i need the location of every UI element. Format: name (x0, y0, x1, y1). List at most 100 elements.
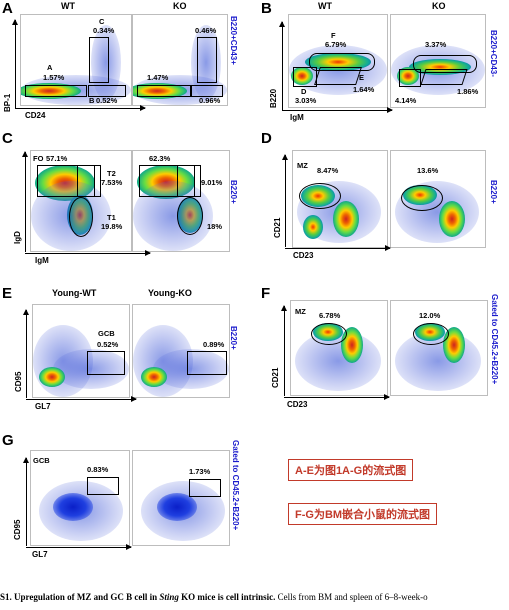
panel-e-letter: E (2, 285, 12, 302)
panel-a-wt-gate-c-label: C (99, 17, 104, 26)
panel-d-ko-plot: 13.6% (390, 150, 486, 248)
panel-b-y-axis-arrow (282, 22, 283, 110)
panel-f-xlabel: CD23 (287, 400, 307, 409)
panel-a-x-axis-arrow (15, 108, 145, 109)
panel-b-ko-f-value: 3.37% (425, 40, 446, 49)
panel-a-letter: A (2, 0, 13, 17)
note-f-g: F-G为BM嵌合小鼠的流式图 (288, 503, 437, 525)
panel-f-wt-gate-mz (311, 323, 347, 345)
panel-e-x-axis-arrow (26, 399, 136, 400)
panel-b-ko-gate-e (420, 69, 467, 85)
panel-a-ko-gate-a (137, 85, 191, 97)
panel-a-ko-a-value: 1.47% (147, 73, 168, 82)
panel-d-wt-gate-label: MZ (297, 161, 308, 170)
panel-f-x-axis-arrow (284, 397, 389, 398)
panel-g-ko-gcb-value: 1.73% (189, 467, 210, 476)
panel-e-wt-gate-label: GCB (98, 329, 115, 338)
panel-b-wt-d-value: 3.03% (295, 96, 316, 105)
panel-d-wt-gate-mz (299, 183, 341, 209)
panel-b-ylabel: B220 (269, 89, 278, 108)
panel-c-xlabel: IgM (35, 256, 49, 265)
panel-c-wt-gate-t1-label: T1 (107, 213, 116, 222)
panel-d-wt-plot: MZ 8.47% (292, 150, 388, 248)
panel-d-ko-mz-value: 13.6% (417, 166, 438, 175)
panel-e-y-axis-arrow (26, 310, 27, 398)
panel-c-wt-gate-fo-label: FO (33, 154, 43, 163)
panel-g-xlabel: GL7 (32, 550, 48, 559)
panel-b-wt-plot: F 6.79% D 3.03% E 1.64% (288, 14, 388, 108)
panel-f-wt-plot: MZ 6.78% (290, 300, 388, 396)
panel-c-letter: C (2, 130, 13, 147)
panel-a-ko-gate-c (197, 37, 217, 83)
panel-b-wt-f-value: 6.79% (325, 40, 346, 49)
panel-a-wt-gate-a (25, 85, 87, 97)
panel-b-ko-d-value: 4.14% (395, 96, 416, 105)
panel-d-xlabel: CD23 (293, 251, 313, 260)
panel-g-ko-gate-gcb (189, 479, 221, 497)
panel-f-ko-gate-mz (413, 323, 449, 345)
panel-a-xlabel: CD24 (25, 111, 45, 120)
panel-c-x-axis-arrow (25, 253, 150, 254)
panel-e-header-wt: Young-WT (52, 288, 96, 298)
panel-c-ko-t2-value: 9.01% (201, 178, 222, 187)
panel-g-wt-gcb-value: 0.83% (87, 465, 108, 474)
panel-c-wt-plot: FO 57.1% T2 7.53% T1 19.8% (30, 150, 132, 252)
panel-c-wt-t1-value: 19.8% (101, 222, 122, 231)
panel-b-wt-gate-d-label: D (301, 87, 306, 96)
panel-b-wt-gate-e-label: E (359, 73, 364, 82)
panel-a-ylabel: BP-1 (3, 94, 12, 112)
caption-italic: Sting (159, 592, 179, 602)
panel-b-ko-plot: 3.37% 4.14% 1.86% (390, 14, 486, 108)
panel-c-wt-fo-value: 57.1% (46, 154, 67, 163)
panel-f-ko-plot: 12.0% (390, 300, 488, 396)
panel-b-wt-gate-e (314, 67, 362, 85)
panel-d-y-axis-arrow (285, 155, 286, 247)
panel-b-side-label: B220+CD43- (489, 30, 498, 77)
caption-rest: Cells from BM and spleen of 6–8-week-o (275, 592, 427, 602)
panel-g-ylabel: CD95 (13, 520, 22, 540)
panel-b-wt-gate-f-label: F (331, 31, 336, 40)
panel-e-header-ko: Young-KO (148, 288, 192, 298)
panel-c-ylabel: IgD (13, 231, 22, 244)
panel-a-wt-gate-a-label: A (47, 63, 52, 72)
panel-c-ko-fo-value: 62.3% (149, 154, 170, 163)
caption-bold-prefix: S1. Upregulation of MZ and GC B cell in (0, 592, 159, 602)
panel-d-letter: D (261, 130, 272, 147)
panel-c-wt-gate-t1 (69, 197, 93, 237)
panel-c-wt-gate-t2-label: T2 (107, 169, 116, 178)
panel-c-side-label: B220+ (229, 180, 238, 204)
panel-a-wt-plot: A 1.57% B 0.52% C 0.34% (20, 14, 132, 106)
panel-b-letter: B (261, 0, 272, 17)
panel-f-letter: F (261, 285, 270, 302)
panel-a-header-wt: WT (61, 1, 75, 11)
panel-e-ylabel: CD95 (14, 372, 23, 392)
panel-e-side-label: B220+ (229, 326, 238, 350)
panel-g-x-axis-arrow (26, 547, 131, 548)
panel-e-ko-gate-gcb (187, 351, 227, 375)
panel-c-y-axis-arrow (25, 152, 26, 252)
panel-b-x-axis-arrow (282, 110, 392, 111)
panel-f-ylabel: CD21 (271, 368, 280, 388)
panel-b-wt-e-value: 1.64% (353, 85, 374, 94)
panel-a-y-axis-arrow (15, 20, 16, 108)
panel-f-y-axis-arrow (284, 306, 285, 396)
panel-g-ko-plot: 1.73% (132, 450, 230, 546)
panel-g-side-label: Gated to CD45.2+B220+ (231, 440, 240, 530)
panel-b-ko-gate-d (399, 69, 421, 87)
panel-d-ko-gate-mz (401, 185, 443, 211)
panel-c-wt-gate-t2 (77, 165, 101, 197)
panel-a-wt-b-value: 0.52% (96, 96, 117, 105)
panel-d-wt-mz-value: 8.47% (317, 166, 338, 175)
panel-g-y-axis-arrow (26, 458, 27, 546)
note-a-e: A-E为图1A-G的流式图 (288, 459, 413, 481)
panel-a-ko-plot: 1.47% 0.96% 0.46% (132, 14, 228, 106)
panel-g-letter: G (2, 432, 14, 449)
panel-b-ko-e-value: 1.86% (457, 87, 478, 96)
panel-a-wt-a-value: 1.57% (43, 73, 64, 82)
panel-c-ko-gate-t1 (177, 197, 203, 235)
panel-f-wt-mz-value: 6.78% (319, 311, 340, 320)
panel-b-header-wt: WT (318, 1, 332, 11)
panel-d-ylabel: CD21 (273, 218, 282, 238)
panel-a-side-label: B220+CD43+ (229, 16, 238, 65)
panel-a-header-ko: KO (173, 1, 187, 11)
